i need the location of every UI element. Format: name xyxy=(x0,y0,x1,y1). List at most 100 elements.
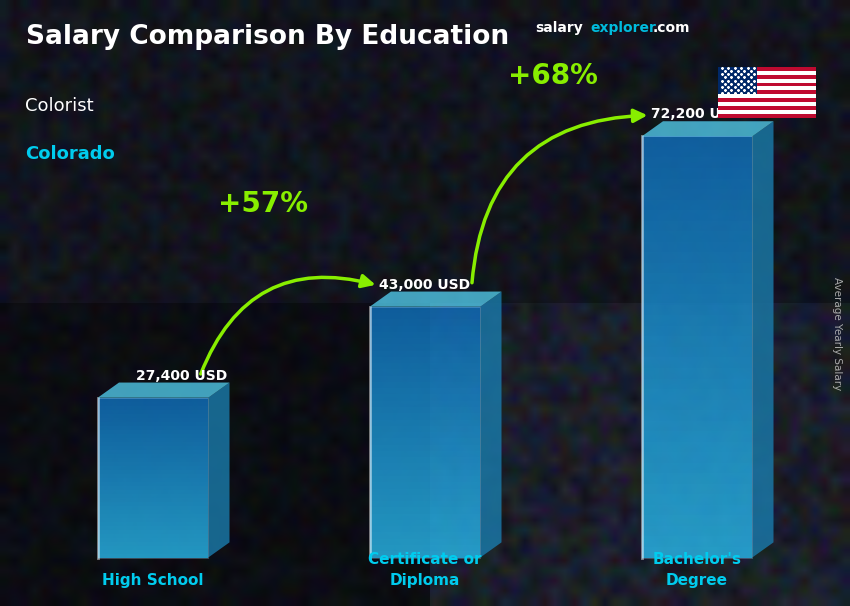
Bar xyxy=(98,450,208,454)
Bar xyxy=(642,484,752,494)
Text: salary: salary xyxy=(536,21,583,35)
Bar xyxy=(98,498,208,502)
Bar xyxy=(370,313,480,319)
Bar xyxy=(642,463,752,473)
Bar xyxy=(98,442,208,445)
Bar xyxy=(642,315,752,326)
Bar xyxy=(718,79,816,82)
Bar xyxy=(370,370,480,376)
Bar xyxy=(98,454,208,458)
Text: High School: High School xyxy=(102,573,204,588)
Text: +68%: +68% xyxy=(507,62,598,90)
Bar xyxy=(98,510,208,513)
Bar xyxy=(370,438,480,445)
Bar xyxy=(642,379,752,389)
Bar xyxy=(98,553,208,558)
Bar xyxy=(98,485,208,490)
Bar xyxy=(370,419,480,426)
Bar xyxy=(370,382,480,388)
Bar xyxy=(642,452,752,463)
Bar xyxy=(98,418,208,422)
Text: +57%: +57% xyxy=(218,190,309,218)
Bar xyxy=(98,438,208,442)
Bar xyxy=(642,136,752,147)
Bar xyxy=(370,507,480,514)
Text: 27,400 USD: 27,400 USD xyxy=(136,368,227,382)
Bar xyxy=(370,401,480,407)
Bar xyxy=(642,336,752,347)
FancyArrowPatch shape xyxy=(472,110,643,283)
Bar xyxy=(642,516,752,526)
Bar xyxy=(642,295,752,305)
Bar xyxy=(370,470,480,476)
Bar xyxy=(718,102,816,106)
Bar xyxy=(642,505,752,516)
Polygon shape xyxy=(98,382,230,398)
Text: Salary Comparison By Education: Salary Comparison By Education xyxy=(26,24,508,50)
Bar xyxy=(370,344,480,351)
Bar xyxy=(370,413,480,419)
Bar xyxy=(370,514,480,520)
Bar xyxy=(98,405,208,410)
Bar xyxy=(98,530,208,533)
Bar xyxy=(370,464,480,470)
Polygon shape xyxy=(752,121,774,558)
Bar xyxy=(642,210,752,221)
Bar xyxy=(642,547,752,558)
Bar xyxy=(98,465,208,470)
Bar xyxy=(370,526,480,533)
Bar xyxy=(642,399,752,410)
Bar xyxy=(370,395,480,401)
Bar xyxy=(98,422,208,425)
Polygon shape xyxy=(208,382,230,558)
Bar xyxy=(642,536,752,547)
Bar xyxy=(98,525,208,530)
Bar xyxy=(98,533,208,538)
Bar xyxy=(370,551,480,558)
Bar xyxy=(98,482,208,485)
Bar xyxy=(370,533,480,539)
Bar xyxy=(718,75,816,79)
Bar xyxy=(642,231,752,242)
Bar xyxy=(370,539,480,545)
Bar xyxy=(642,442,752,452)
Bar xyxy=(642,273,752,284)
Bar xyxy=(718,67,816,71)
Text: Certificate or
Diploma: Certificate or Diploma xyxy=(368,552,482,588)
Bar xyxy=(98,538,208,542)
Bar xyxy=(98,445,208,450)
Bar xyxy=(370,351,480,357)
Bar xyxy=(98,462,208,465)
Bar xyxy=(642,158,752,168)
Bar xyxy=(642,263,752,273)
Bar xyxy=(642,242,752,252)
Text: .com: .com xyxy=(653,21,690,35)
Bar xyxy=(642,168,752,179)
Bar xyxy=(98,494,208,498)
Bar xyxy=(370,363,480,370)
Bar xyxy=(98,542,208,545)
Bar xyxy=(642,305,752,315)
Bar xyxy=(98,545,208,550)
Bar xyxy=(370,376,480,382)
FancyArrowPatch shape xyxy=(201,276,371,374)
Polygon shape xyxy=(370,291,502,307)
Bar xyxy=(98,550,208,553)
Text: Colorist: Colorist xyxy=(26,97,94,115)
Bar xyxy=(98,518,208,522)
Bar xyxy=(98,430,208,434)
Bar xyxy=(370,319,480,325)
Bar xyxy=(642,368,752,379)
Bar xyxy=(98,470,208,474)
Bar xyxy=(642,431,752,442)
Bar xyxy=(370,476,480,482)
Bar xyxy=(718,114,816,118)
Bar xyxy=(718,95,816,98)
Bar xyxy=(642,284,752,295)
Bar xyxy=(370,451,480,457)
Bar xyxy=(642,473,752,484)
Bar xyxy=(718,82,816,87)
Bar xyxy=(98,410,208,414)
Bar xyxy=(370,332,480,338)
Bar xyxy=(98,402,208,405)
